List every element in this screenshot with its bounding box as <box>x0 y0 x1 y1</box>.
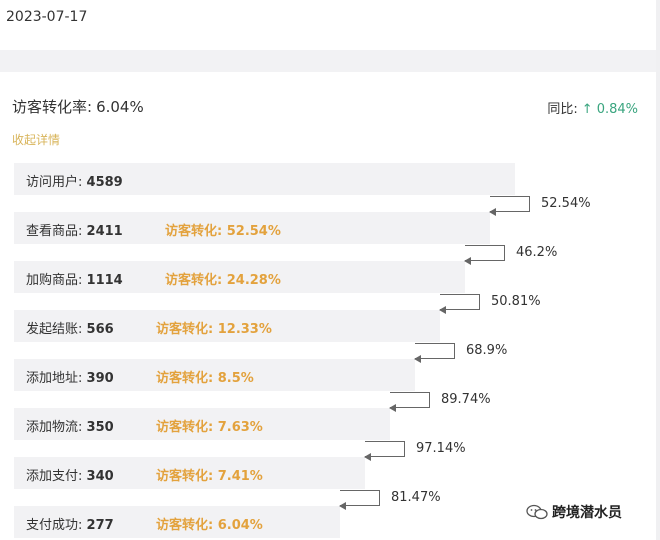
arrow-left-icon <box>389 404 396 412</box>
summary-value: 6.04% <box>96 98 144 116</box>
funnel-row-label: 支付成功: 277 <box>26 518 114 533</box>
chat-bubble-icon <box>526 504 548 520</box>
arrow-left-icon <box>414 355 421 363</box>
funnel-row-conversion: 访客转化: 12.33% <box>156 322 272 337</box>
funnel-row-label: 访问用户: 4589 <box>26 175 123 190</box>
funnel-row-conversion: 访客转化: 6.04% <box>156 518 263 533</box>
funnel-row-conversion: 访客转化: 52.54% <box>165 224 281 239</box>
arrow-left-icon <box>489 208 496 216</box>
summary-label: 访客转化率: <box>12 98 93 116</box>
date-header: 2023-07-17 <box>0 0 660 50</box>
funnel-row-payment: 添加支付: 340 访客转化: 7.41% <box>14 457 365 489</box>
funnel-row-label: 添加物流: 350 <box>26 420 114 435</box>
funnel-row-paid: 支付成功: 277 访客转化: 6.04% <box>14 506 340 538</box>
step-rate: 97.14% <box>416 441 466 456</box>
arrow-left-icon <box>464 257 471 265</box>
step-rate: 68.9% <box>466 343 508 358</box>
funnel-row-label: 添加支付: 340 <box>26 469 114 484</box>
step-rate: 81.47% <box>391 490 441 505</box>
funnel-row-cart: 加购商品: 1114 访客转化: 24.28% <box>14 261 465 293</box>
step-rate: 52.54% <box>541 196 591 211</box>
conversion-summary: 访客转化率: 6.04% <box>12 96 144 117</box>
funnel-row-address: 添加地址: 390 访客转化: 8.5% <box>14 359 415 391</box>
funnel-row-label: 查看商品: 2411 <box>26 224 123 239</box>
funnel-row-conversion: 访客转化: 24.28% <box>165 273 281 288</box>
arrow-up-icon: ↑ <box>581 102 593 117</box>
arrow-left-icon <box>364 453 371 461</box>
scroll-edge <box>656 0 660 540</box>
date-label: 2023-07-17 <box>6 9 88 25</box>
funnel-row-shipping: 添加物流: 350 访客转化: 7.63% <box>14 408 390 440</box>
funnel-row-view: 查看商品: 2411 访客转化: 52.54% <box>14 212 490 244</box>
arrow-left-icon <box>439 306 446 314</box>
step-connector <box>439 294 480 314</box>
funnel-row-label: 添加地址: 390 <box>26 371 114 386</box>
watermark: 跨境潜水员 <box>526 502 622 522</box>
funnel-row-conversion: 访客转化: 7.63% <box>156 420 263 435</box>
funnel-row-label: 加购商品: 1114 <box>26 273 123 288</box>
step-rate: 46.2% <box>516 245 558 260</box>
section-separator <box>0 50 660 72</box>
funnel-row-checkout: 发起结账: 566 访客转化: 12.33% <box>14 310 440 342</box>
funnel-row-conversion: 访客转化: 7.41% <box>156 469 263 484</box>
yoy-label: 同比: <box>547 102 578 117</box>
funnel-row-conversion: 访客转化: 8.5% <box>156 371 254 386</box>
step-connector <box>364 441 405 461</box>
yoy-value: 0.84% <box>596 102 638 117</box>
step-connector <box>489 196 530 216</box>
step-connector <box>464 245 505 265</box>
step-connector <box>339 490 380 510</box>
collapse-details-link[interactable]: 收起详情 <box>12 133 61 147</box>
step-connector <box>414 343 455 363</box>
watermark-text: 跨境潜水员 <box>552 505 622 521</box>
funnel-row-label: 发起结账: 566 <box>26 322 114 337</box>
step-rate: 89.74% <box>441 392 491 407</box>
step-connector <box>389 392 430 412</box>
step-rate: 50.81% <box>491 294 541 309</box>
yoy-indicator: 同比: ↑ 0.84% <box>547 98 638 117</box>
funnel-row-visit: 访问用户: 4589 <box>14 163 515 195</box>
arrow-left-icon <box>339 502 346 510</box>
